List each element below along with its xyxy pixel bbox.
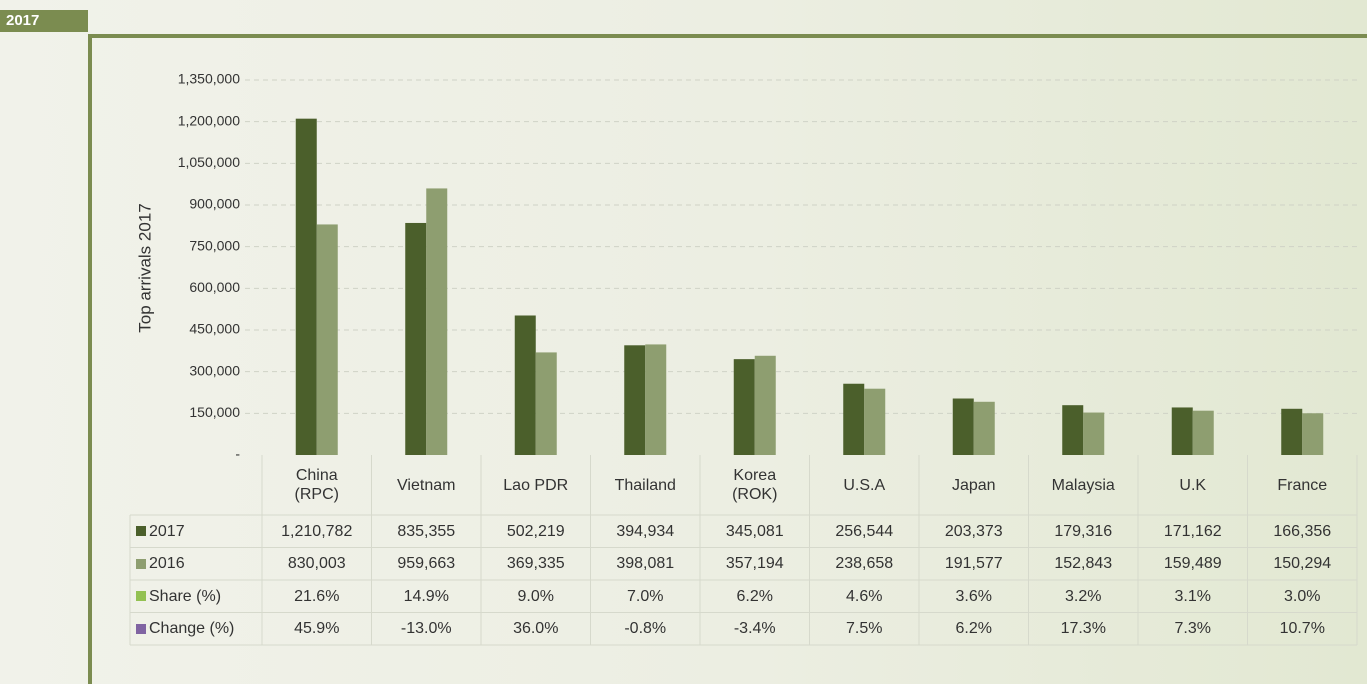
table-value: 835,355: [397, 522, 456, 540]
table-value: 7.5%: [846, 620, 883, 638]
table-value: 3.1%: [1174, 587, 1211, 605]
table-value: 3.0%: [1284, 587, 1321, 605]
legend-label: 2016: [149, 555, 185, 573]
y-tick-label: -: [235, 446, 240, 462]
table-value: 152,843: [1054, 555, 1113, 573]
bar: [1083, 412, 1105, 455]
bar: [1302, 413, 1324, 455]
table-value: 357,194: [725, 555, 784, 573]
year-badge: 2017: [0, 10, 88, 32]
bar: [864, 388, 886, 455]
table-value: 171,162: [1163, 522, 1222, 540]
bar: [754, 355, 776, 455]
table-value: 179,316: [1054, 522, 1113, 540]
legend-swatch: [136, 623, 146, 634]
legend-entry: 2016: [136, 548, 260, 581]
bar: [624, 345, 646, 455]
x-tick-label: U.K: [1179, 476, 1207, 494]
legend-entry: 2017: [136, 515, 260, 548]
y-tick-label: 300,000: [189, 362, 240, 378]
legend-entry: Change (%): [136, 613, 260, 646]
bar: [405, 222, 427, 455]
bar: [1062, 405, 1084, 455]
y-tick-label: 600,000: [189, 279, 240, 295]
x-tick-label: Lao PDR: [503, 476, 569, 494]
y-tick-label: 450,000: [189, 321, 240, 337]
table-value: 7.3%: [1174, 620, 1211, 638]
table-value: 502,219: [506, 522, 565, 540]
table-value: 45.9%: [294, 620, 340, 638]
bar: [1192, 410, 1214, 455]
table-value: 3.6%: [955, 587, 992, 605]
legend-swatch: [136, 558, 146, 569]
y-tick-label: 750,000: [189, 237, 240, 253]
table-value: 166,356: [1273, 522, 1332, 540]
table-value: 6.2%: [955, 620, 992, 638]
table-value: 1,210,782: [281, 522, 353, 540]
bar: [1171, 407, 1193, 455]
table-value: 10.7%: [1279, 620, 1325, 638]
table-value: 9.0%: [517, 587, 554, 605]
legend-swatch: [136, 526, 146, 537]
bar: [1281, 408, 1303, 455]
legend-entry: Share (%): [136, 580, 260, 613]
x-tick-label: Korea (ROK): [732, 467, 778, 503]
legend-label: Change (%): [149, 620, 235, 638]
table-value: 159,489: [1163, 555, 1222, 573]
x-tick-label: Malaysia: [1051, 476, 1115, 494]
bar: [514, 315, 536, 455]
bar: [973, 401, 995, 455]
table-value: 345,081: [725, 522, 784, 540]
table-value: 191,577: [944, 555, 1003, 573]
table-value: 959,663: [397, 555, 456, 573]
x-tick-label: Thailand: [614, 476, 676, 494]
bar: [733, 359, 755, 455]
table-value: -3.4%: [733, 620, 776, 638]
table-value: 369,335: [506, 555, 565, 573]
y-axis-label: Top arrivals 2017: [135, 203, 154, 332]
table-value: -0.8%: [624, 620, 667, 638]
table-value: 36.0%: [513, 620, 559, 638]
y-tick-label: 1,350,000: [178, 71, 240, 87]
table-value: 203,373: [944, 522, 1003, 540]
table-value: 238,658: [835, 555, 894, 573]
y-tick-label: 1,200,000: [178, 112, 240, 128]
table-value: 14.9%: [403, 587, 449, 605]
bar: [316, 224, 338, 455]
bar: [535, 352, 557, 455]
table-value: 830,003: [287, 555, 346, 573]
x-tick-label: U.S.A: [843, 476, 886, 494]
bar: [295, 118, 317, 456]
table-value: 398,081: [616, 555, 675, 573]
table-value: 394,934: [616, 522, 675, 540]
frame: [88, 34, 1367, 684]
table-value: 6.2%: [736, 587, 773, 605]
table-value: 256,544: [835, 522, 894, 540]
table-value: 21.6%: [294, 587, 340, 605]
bar: [645, 344, 667, 455]
table-value: 17.3%: [1060, 620, 1106, 638]
legend-swatch: [136, 591, 146, 602]
legend-label: 2017: [149, 522, 185, 540]
bar: [843, 383, 865, 455]
x-tick-label: China (RPC): [294, 467, 339, 503]
table-value: 4.6%: [846, 587, 883, 605]
x-tick-label: France: [1277, 476, 1328, 494]
table-value: 7.0%: [627, 587, 664, 605]
table-value: 150,294: [1273, 555, 1332, 573]
legend-label: Share (%): [149, 587, 222, 605]
y-tick-label: 900,000: [189, 196, 240, 212]
y-tick-label: 150,000: [189, 404, 240, 420]
x-tick-label: Vietnam: [397, 476, 456, 494]
bar: [952, 398, 974, 455]
table-value: -13.0%: [400, 620, 452, 638]
table-value: 3.2%: [1065, 587, 1102, 605]
x-tick-label: Japan: [951, 476, 996, 494]
y-tick-label: 1,050,000: [178, 154, 240, 170]
bar: [426, 188, 448, 455]
